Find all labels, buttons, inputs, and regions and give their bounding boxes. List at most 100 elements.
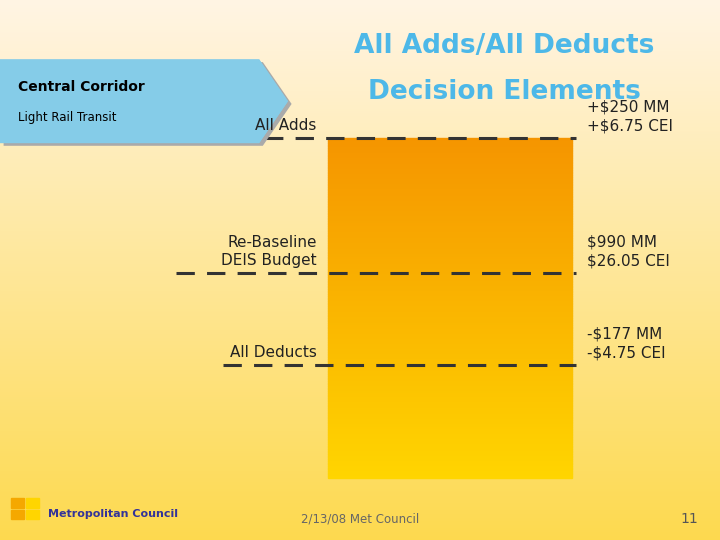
Bar (0, 319, 720, 320)
Bar (0, 504, 720, 506)
Bar (0, 535, 720, 536)
Bar (328, 410, 572, 411)
Bar (0, 81, 720, 83)
Bar (0, 482, 720, 484)
Bar (328, 454, 572, 456)
Bar (328, 327, 572, 328)
Text: All Adds/All Deducts: All Adds/All Deducts (354, 33, 654, 59)
Bar (328, 170, 572, 172)
Bar (328, 439, 572, 441)
Bar (0, 104, 720, 106)
Bar (0, 124, 720, 126)
Bar (0, 187, 720, 189)
Bar (0, 153, 720, 155)
Bar (328, 367, 572, 369)
Bar (328, 463, 572, 464)
Bar (0, 0, 720, 2)
Bar (328, 401, 572, 403)
Bar (0, 393, 720, 394)
Bar (328, 168, 572, 170)
Bar (328, 459, 572, 461)
Bar (0, 221, 720, 223)
Bar (0, 481, 720, 482)
Bar (0, 72, 720, 74)
Bar (0, 320, 720, 322)
Bar (328, 342, 572, 343)
Bar (328, 272, 572, 274)
Bar (11, 498, 24, 508)
Bar (0, 335, 720, 336)
Bar (0, 443, 720, 444)
Bar (0, 171, 720, 173)
Bar (0, 409, 720, 410)
Bar (0, 151, 720, 153)
Bar (0, 447, 720, 448)
Bar (0, 42, 720, 43)
Bar (0, 255, 720, 258)
Bar (328, 197, 572, 199)
Bar (0, 193, 720, 194)
Bar (0, 486, 720, 488)
Bar (328, 194, 572, 195)
Bar (0, 232, 720, 234)
Bar (328, 235, 572, 237)
Bar (0, 191, 720, 193)
Bar (328, 191, 572, 192)
Bar (0, 227, 720, 228)
Bar (0, 239, 720, 241)
Bar (0, 536, 720, 538)
Bar (0, 363, 720, 366)
Bar (0, 420, 720, 421)
Bar (0, 383, 720, 385)
Bar (328, 468, 572, 469)
Bar (0, 158, 720, 160)
Bar (328, 340, 572, 342)
Bar (0, 220, 720, 221)
Bar (328, 221, 572, 222)
Bar (328, 415, 572, 417)
Bar (26, 498, 39, 508)
Text: +$250 MM
+$6.75 CEI: +$250 MM +$6.75 CEI (587, 100, 672, 133)
Bar (328, 250, 572, 252)
Bar (328, 274, 572, 275)
Bar (0, 366, 720, 367)
Bar (328, 432, 572, 434)
Bar (328, 145, 572, 146)
Bar (328, 364, 572, 366)
Bar (0, 58, 720, 59)
Bar (328, 469, 572, 471)
Bar (0, 160, 720, 162)
Bar (0, 528, 720, 529)
Bar (0, 463, 720, 464)
Bar (0, 385, 720, 387)
Bar (0, 106, 720, 108)
Bar (0, 74, 720, 76)
Bar (0, 31, 720, 32)
Bar (0, 56, 720, 58)
Bar (0, 448, 720, 450)
Text: $990 MM
$26.05 CEI: $990 MM $26.05 CEI (587, 235, 670, 268)
Bar (328, 320, 572, 321)
Bar (328, 228, 572, 230)
Bar (328, 325, 572, 327)
Bar (328, 157, 572, 158)
Bar (328, 381, 572, 383)
Bar (328, 282, 572, 284)
Bar (328, 284, 572, 286)
Bar (0, 147, 720, 150)
Bar (328, 476, 572, 478)
Bar (328, 269, 572, 271)
Bar (0, 329, 720, 331)
Bar (0, 407, 720, 409)
Bar (328, 247, 572, 248)
Bar (0, 103, 720, 104)
Bar (328, 287, 572, 289)
Text: All Adds: All Adds (256, 118, 317, 133)
Bar (0, 405, 720, 407)
Bar (0, 304, 720, 306)
Bar (0, 452, 720, 454)
Bar (328, 146, 572, 148)
Bar (0, 234, 720, 236)
Bar (0, 212, 720, 214)
Bar (328, 291, 572, 293)
